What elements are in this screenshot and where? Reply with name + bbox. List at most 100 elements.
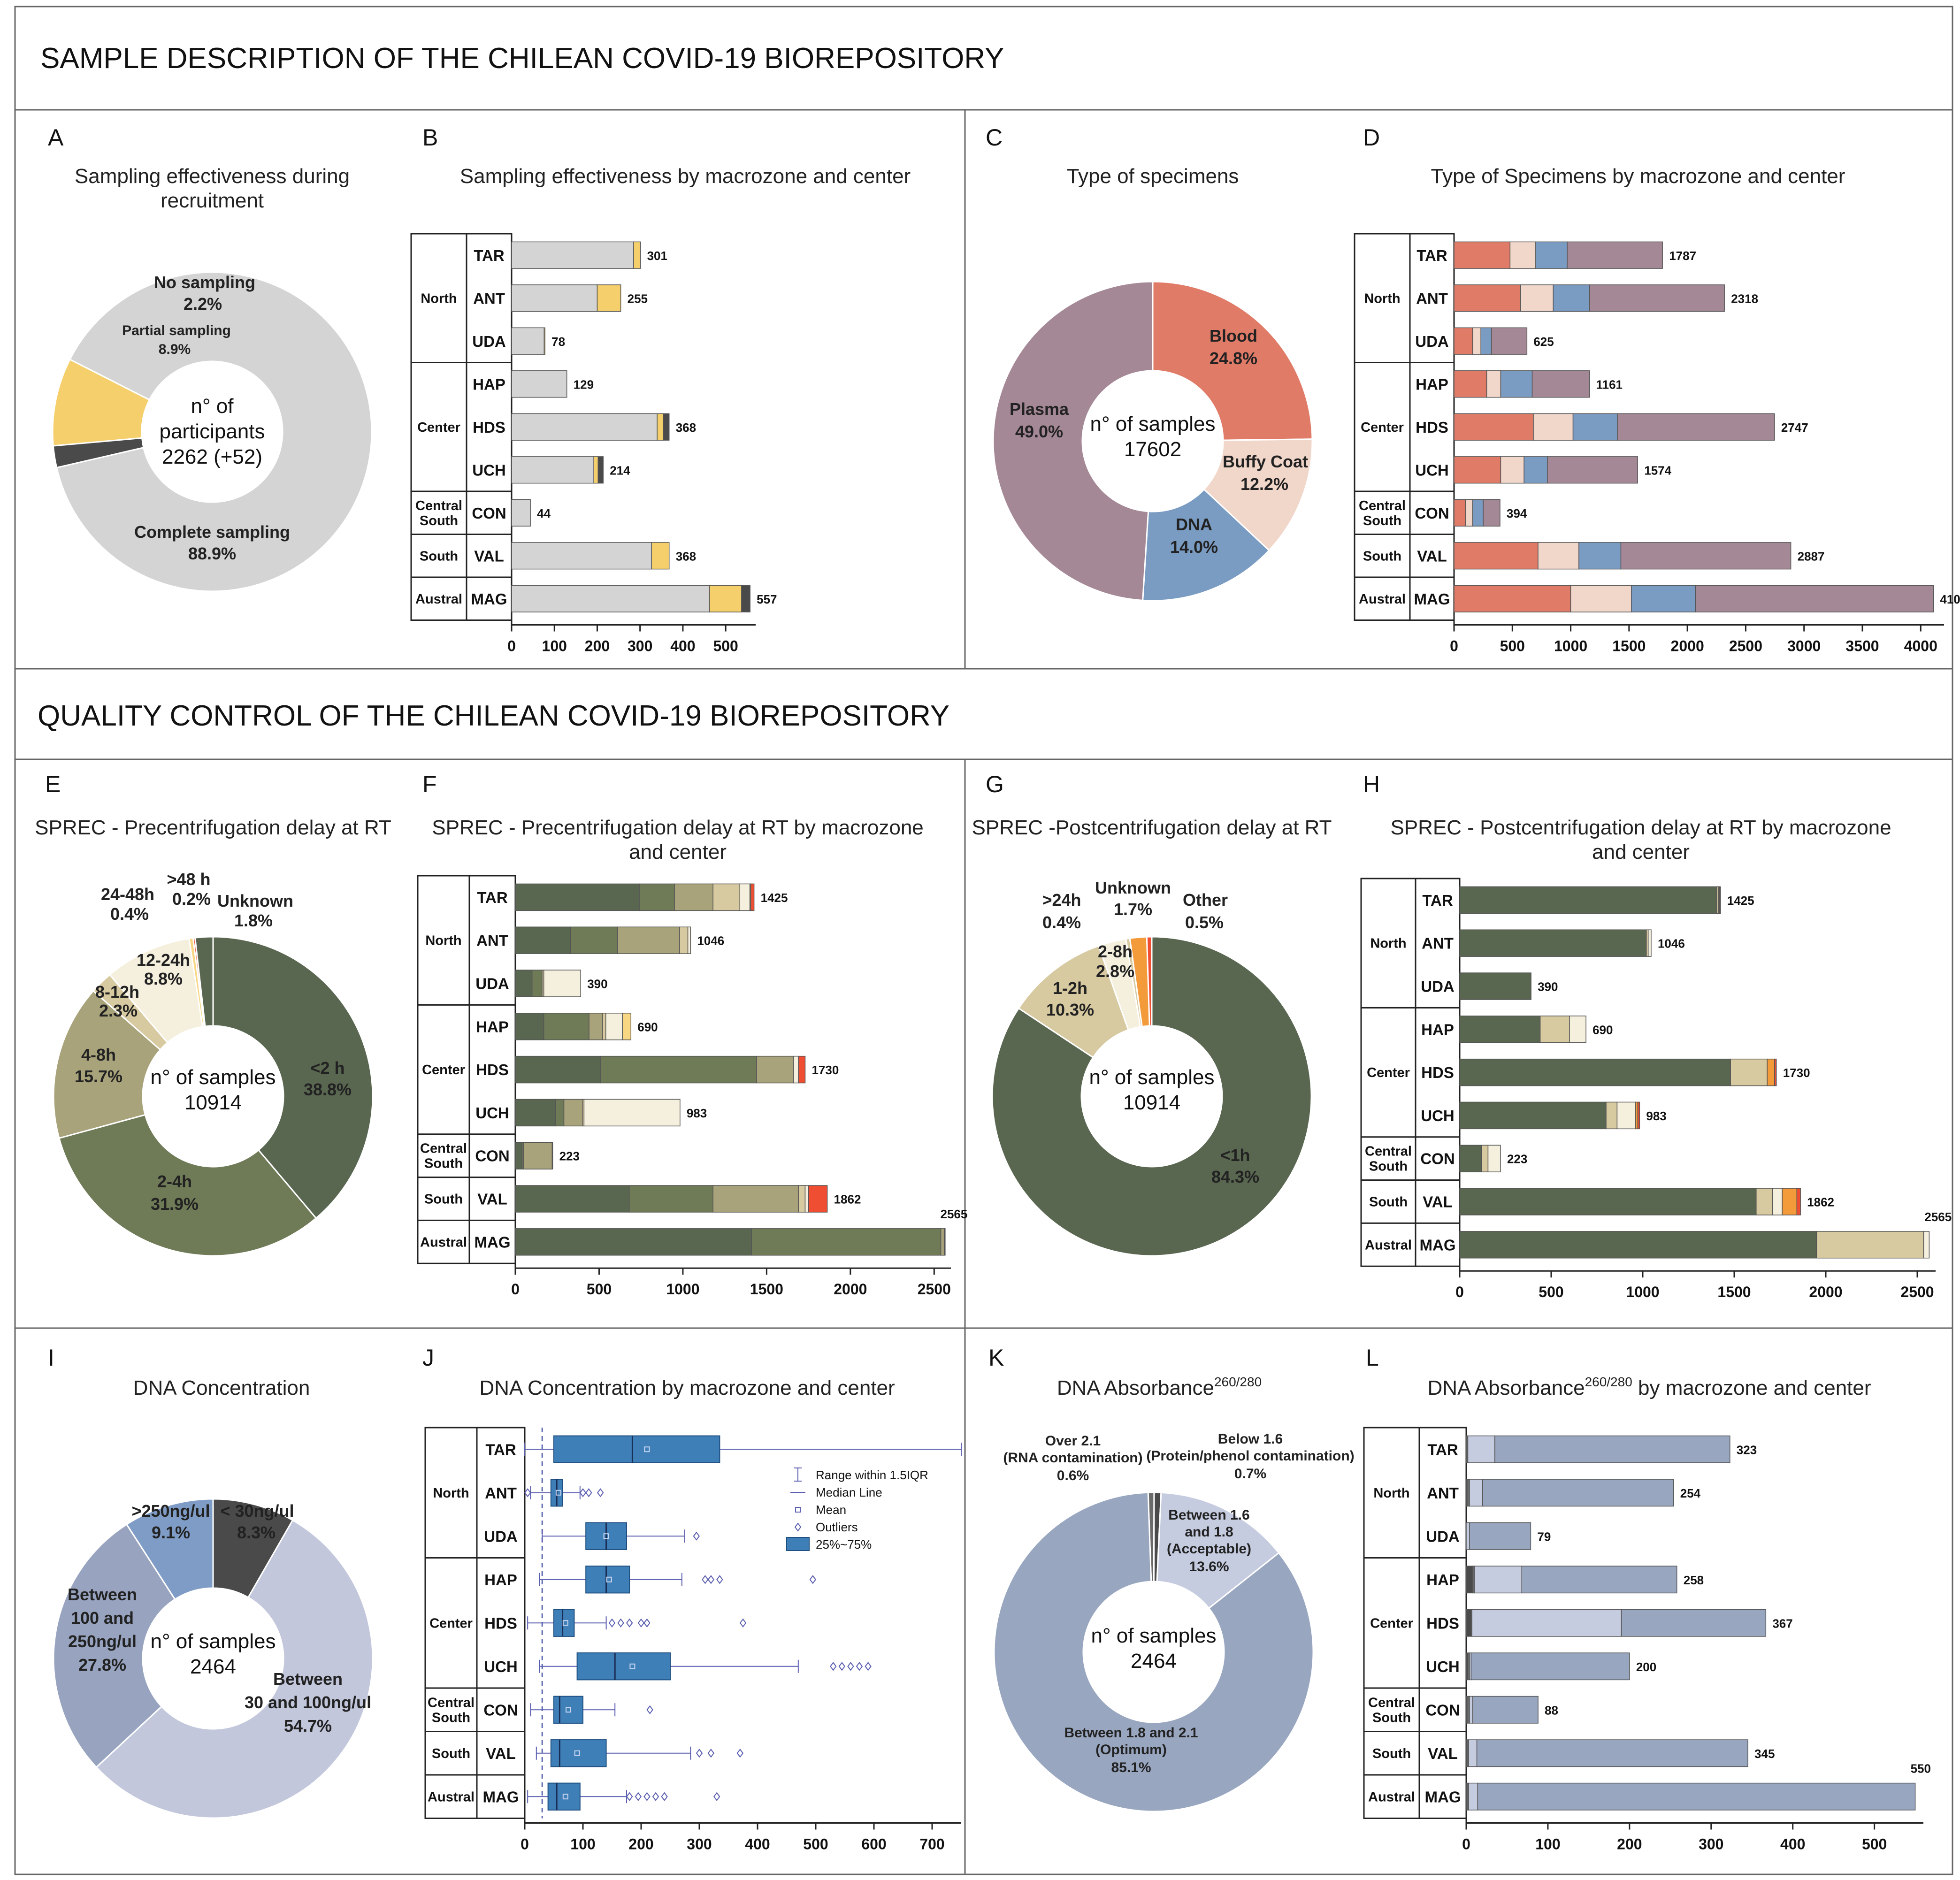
pie-e-pct-5: 0.4% xyxy=(110,904,149,924)
panel-l-title-text: DNA Absorbance xyxy=(1427,1376,1585,1399)
panel-j-letter: J xyxy=(422,1345,434,1371)
bar-L-total-TAR: 323 xyxy=(1737,1443,1757,1457)
pie-G-slice-0 xyxy=(991,936,1312,1257)
bar-D-bar-ANT-2 xyxy=(1553,284,1590,312)
bar-L-total-CON: 88 xyxy=(1545,1703,1558,1717)
bar-chart-l: NorthCenterCentralSouthSouthAustralTARAN… xyxy=(1363,1427,1931,1853)
pie-a-label-partial: Partial sampling xyxy=(122,323,231,338)
bar-D-bar-UCH-1 xyxy=(1500,456,1524,484)
bar-D-total-HAP: 1161 xyxy=(1596,377,1623,391)
bar-L-zone-label: South xyxy=(1372,1710,1411,1725)
pie-G-slice-1 xyxy=(1018,945,1129,1059)
bar-F-bar-VAL-0 xyxy=(515,1185,630,1213)
box-j-center-VAL: VAL xyxy=(486,1745,516,1762)
bar-H-bar-CON-2 xyxy=(1487,1145,1501,1172)
bar-D-center-HAP: HAP xyxy=(1416,375,1448,393)
bar-B-tick-label: 400 xyxy=(670,638,695,655)
bar-H-bar-MAG-1 xyxy=(1816,1231,1924,1259)
bar-D-total-CON: 394 xyxy=(1507,506,1527,520)
box-j-tick-label: 700 xyxy=(919,1836,944,1853)
bar-L-bar-HDS-0 xyxy=(1466,1609,1472,1637)
bar-B-bar-UCH-0 xyxy=(511,456,594,484)
box-j-legend-outlier-symbol xyxy=(794,1522,802,1532)
bar-B-zone-label: Center xyxy=(417,420,460,435)
bar-B-total-HAP: 129 xyxy=(574,377,594,391)
bar-H-center-UDA: UDA xyxy=(1421,978,1455,995)
bar-H-bar-ANT-2 xyxy=(1647,929,1652,957)
panel-a-letter: A xyxy=(48,124,64,151)
pie-I-slice-1 xyxy=(95,1519,374,1819)
bar-B-zone-label: South xyxy=(420,549,458,564)
bar-H-bar-UCH-3 xyxy=(1635,1101,1638,1130)
box-j-zone-label: North xyxy=(433,1486,469,1501)
pie-C-slice-0 xyxy=(1152,281,1313,441)
bar-D-tick-label: 1500 xyxy=(1612,638,1646,655)
pie-i-center-line-2: 2464 xyxy=(190,1655,236,1678)
pie-k-pct-2: 13.6% xyxy=(1189,1559,1229,1574)
pie-g-label-2: 2-8h xyxy=(1098,942,1133,961)
bar-L-bar-ANT-3 xyxy=(1482,1479,1674,1507)
box-j-legend-label-1: Median Line xyxy=(816,1485,882,1499)
bar-L-tick-label: 0 xyxy=(1462,1836,1470,1853)
pie-i-label-2c: 250ng/ul xyxy=(68,1632,137,1651)
bar-D-bar-TAR-1 xyxy=(1509,241,1536,269)
box-j-outlier-CON-0 xyxy=(646,1705,653,1714)
bar-H-bar-UCH-4 xyxy=(1637,1101,1640,1130)
panel-f-title-line-2: and center xyxy=(629,841,727,864)
bar-L-total-ANT: 254 xyxy=(1680,1486,1701,1500)
box-j-outlier-VAL-0 xyxy=(696,1749,703,1758)
bar-D-tick-label: 3000 xyxy=(1787,638,1821,655)
bar-H-bar-HAP-2 xyxy=(1569,1016,1586,1043)
bar-F-zone-label: Austral xyxy=(420,1235,467,1250)
panel-l-title: DNA Absorbance260/280 by macrozone and c… xyxy=(1427,1375,1871,1399)
bar-H-bar-HAP-0 xyxy=(1459,1016,1541,1043)
pie-i xyxy=(53,1498,374,1819)
bar-B-center-HAP: HAP xyxy=(473,375,505,393)
pie-k-label-0a: Over 2.1 xyxy=(1045,1433,1101,1449)
pie-g-pct-5: 0.5% xyxy=(1185,913,1224,932)
bar-F-total-HAP: 690 xyxy=(637,1020,658,1034)
bar-L-center-ANT: ANT xyxy=(1427,1484,1459,1502)
bar-B-center-VAL: VAL xyxy=(474,547,504,565)
bar-F-zone-label: South xyxy=(424,1156,463,1171)
bar-F-total-TAR: 1425 xyxy=(761,891,788,905)
bar-F-tick-label: 1500 xyxy=(750,1281,783,1298)
bar-L-zone-label: North xyxy=(1373,1486,1409,1501)
pie-K-slice-3 xyxy=(993,1491,1314,1812)
panel-d-letter: D xyxy=(1363,124,1380,151)
pie-i-pct-0: 8.3% xyxy=(237,1523,276,1542)
bar-H-center-VAL: VAL xyxy=(1423,1193,1453,1211)
panel-e: E SPREC - Precentrifugation delay at RT … xyxy=(35,771,391,1257)
box-j-outlier-UCH-4 xyxy=(865,1662,872,1671)
bar-F-tick-label: 1000 xyxy=(666,1281,699,1298)
bar-B-zone-label: North xyxy=(421,291,457,306)
box-j-outlier-HAP-1 xyxy=(707,1575,715,1584)
bar-L-bar-HDS-2 xyxy=(1471,1609,1622,1637)
bar-H-bar-UDA-0 xyxy=(1459,972,1531,1000)
box-j-zone-label: South xyxy=(432,1710,470,1725)
bar-D-tick-label: 1000 xyxy=(1554,638,1587,655)
bar-D-bar-ANT-3 xyxy=(1589,284,1725,312)
bar-F-bar-CON-3 xyxy=(551,1142,553,1169)
pie-c-label-blood: Blood xyxy=(1210,326,1257,345)
bar-B-bar-MAG-0 xyxy=(511,585,710,612)
panel-l: L DNA Absorbance260/280 by macrozone and… xyxy=(1363,1345,1931,1853)
pie-e-center-line-1: n° of samples xyxy=(150,1066,276,1089)
bar-H-total-UCH: 983 xyxy=(1646,1109,1666,1123)
box-j-outlier-ANT-2 xyxy=(597,1488,604,1498)
pie-C-slice-3 xyxy=(992,281,1154,601)
bar-B-total-UDA: 78 xyxy=(551,335,565,349)
bar-F-bar-UCH-0 xyxy=(515,1099,556,1127)
bar-L-total-MAG: 550 xyxy=(1911,1762,1931,1776)
bar-H-bar-HDS-3 xyxy=(1767,1058,1775,1086)
bar-F-bar-ANT-4 xyxy=(687,926,691,954)
bar-F-center-MAG: MAG xyxy=(475,1233,511,1251)
box-j-tick-label: 100 xyxy=(570,1836,595,1853)
bar-D-center-ANT: ANT xyxy=(1416,290,1448,307)
bar-B-total-VAL: 368 xyxy=(676,549,696,563)
bar-B-total-MAG: 557 xyxy=(757,592,777,606)
pie-e xyxy=(53,936,374,1257)
bar-B-bar-CON-0 xyxy=(511,499,531,527)
bar-H-zone-label: South xyxy=(1369,1159,1408,1174)
bar-L-total-HDS: 367 xyxy=(1772,1616,1792,1630)
